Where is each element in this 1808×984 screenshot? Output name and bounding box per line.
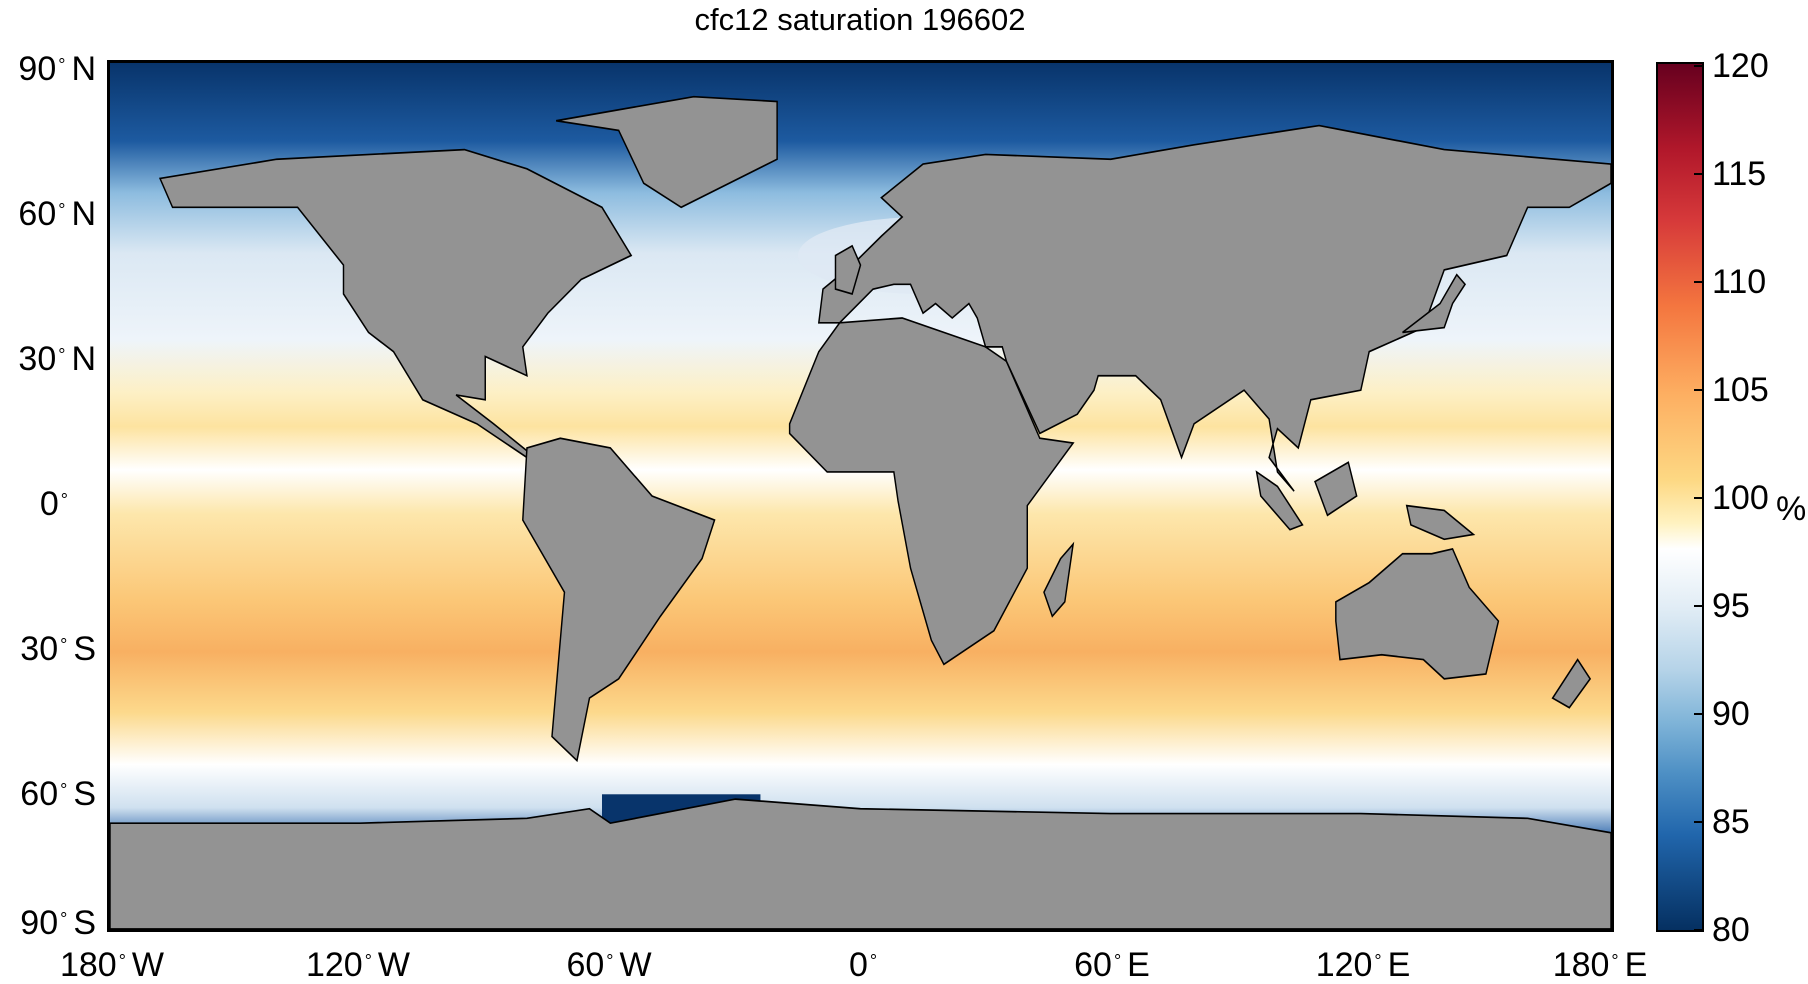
colorbar-tick-label: 90 (1712, 695, 1750, 733)
land-masses (110, 95, 1611, 929)
australia (1335, 547, 1500, 680)
x-tick-0: 0 ° (848, 946, 878, 984)
colorbar-tick-mark (1694, 389, 1704, 391)
x-tick-180w: 180 ° W (59, 946, 165, 984)
y-tick-30s: 30 ° S (20, 630, 96, 668)
colorbar-tick-label: 115 (1712, 155, 1767, 193)
japan (1402, 273, 1467, 334)
colorbar-tick-mark (1694, 605, 1704, 607)
colorbar-tick-label: 95 (1712, 587, 1750, 625)
colorbar-tick-mark (1694, 497, 1704, 499)
y-tick-90s: 90 ° S (20, 904, 96, 942)
colorbar-tick-mark (1694, 281, 1704, 283)
greenland (556, 95, 778, 209)
y-tick-60n: 60 ° N (18, 195, 96, 233)
x-tick-180e: 180 ° E (1552, 946, 1648, 984)
colorbar-tick-mark (1694, 929, 1704, 931)
colorbar-tick-label: 100 (1712, 479, 1769, 517)
world-map (110, 63, 1611, 929)
antarctica (110, 798, 1611, 929)
map-plot-area (107, 60, 1614, 932)
y-tick-90n: 90 ° N (18, 50, 96, 88)
colorbar-tick-label: 120 (1712, 47, 1769, 85)
x-tick-120w: 120 ° W (305, 946, 411, 984)
colorbar-tick-mark (1694, 713, 1704, 715)
y-tick-30n: 30 ° N (18, 340, 96, 378)
y-tick-60s: 60 ° S (20, 775, 96, 813)
sumatra (1255, 470, 1304, 531)
colorbar-tick-label: 110 (1712, 263, 1767, 301)
colorbar-tick-label: 85 (1712, 803, 1750, 841)
africa (788, 317, 1075, 666)
colorbar-unit: % (1776, 490, 1807, 528)
colorbar-tick-mark (1694, 65, 1704, 67)
borneo (1314, 461, 1358, 517)
colorbar-tick-label: 105 (1712, 371, 1769, 409)
y-tick-0: 0 ° (39, 485, 68, 523)
map-title: cfc12 saturation 196602 (694, 2, 1026, 37)
north-america (158, 148, 633, 459)
colorbar-tick-mark (1694, 821, 1704, 823)
eurasia (817, 124, 1611, 492)
colorbar-tick-label: 80 (1712, 911, 1750, 949)
new-guinea (1405, 504, 1476, 541)
madagascar (1043, 541, 1075, 618)
great-britain (834, 244, 862, 295)
new-zealand (1551, 658, 1592, 709)
x-tick-120e: 120 ° E (1315, 946, 1411, 984)
colorbar-tick-mark (1694, 173, 1704, 175)
x-tick-60w: 60 ° W (566, 946, 652, 984)
x-tick-60e: 60 ° E (1074, 946, 1150, 984)
south-america (522, 437, 716, 763)
